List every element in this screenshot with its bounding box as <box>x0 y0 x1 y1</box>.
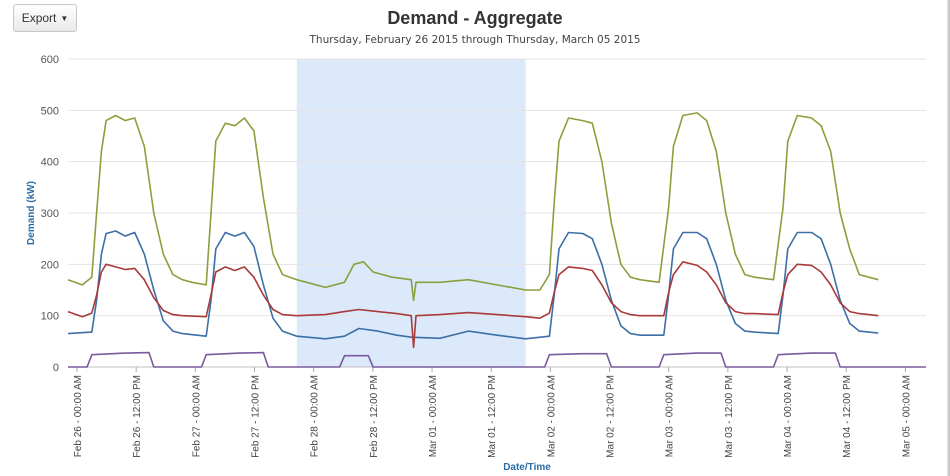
y-axis-label: Demand (kW) <box>26 181 37 245</box>
series-line-2 <box>67 230 879 340</box>
x-tick-label: Feb 27 - 12:00 PM <box>251 375 262 458</box>
series-layer <box>67 112 926 368</box>
caret-down-icon: ▼ <box>60 13 69 23</box>
x-axis: Feb 26 - 00:00 AM Feb 26 - 12:00 PM Feb 27… <box>73 367 912 458</box>
x-tick-label: Mar 01 - 12:00 PM <box>487 375 498 458</box>
y-tick-label: 0 <box>53 362 59 374</box>
x-tick-label: Feb 28 - 00:00 AM <box>310 375 321 457</box>
window-edge <box>947 0 950 476</box>
x-tick-label: Feb 26 - 00:00 AM <box>73 375 84 457</box>
chart-subtitle: Thursday, February 26 2015 through Thurs… <box>309 34 641 46</box>
export-button[interactable]: Export ▼ <box>13 4 77 32</box>
x-tick-label: Feb 26 - 12:00 PM <box>132 375 143 458</box>
x-tick-label: Mar 04 - 12:00 PM <box>842 375 853 458</box>
y-tick-label: 500 <box>41 105 59 117</box>
y-tick-label: 400 <box>41 157 59 169</box>
series-line-4 <box>68 351 926 368</box>
y-tick-label: 200 <box>41 259 59 271</box>
x-tick-label: Mar 03 - 00:00 AM <box>665 375 676 457</box>
y-tick-label: 100 <box>41 311 59 323</box>
x-tick-label: Mar 02 - 00:00 AM <box>546 375 557 457</box>
x-tick-label: Mar 03 - 12:00 PM <box>724 375 735 458</box>
x-tick-label: Feb 27 - 00:00 AM <box>191 375 202 457</box>
chart-title: Demand - Aggregate <box>387 8 563 28</box>
x-tick-label: Mar 04 - 00:00 AM <box>783 375 794 457</box>
y-axis: 0 100 200 300 400 500 600 <box>41 54 59 374</box>
y-tick-label: 600 <box>41 54 59 66</box>
x-tick-label: Mar 05 - 00:00 AM <box>901 375 912 457</box>
x-tick-label: Mar 02 - 12:00 PM <box>606 375 617 458</box>
x-tick-label: Mar 01 - 00:00 AM <box>428 375 439 457</box>
series-line-3 <box>67 261 879 349</box>
series-line-1 <box>67 112 879 302</box>
x-tick-label: Feb 28 - 12:00 PM <box>369 375 380 458</box>
y-tick-label: 300 <box>41 208 59 220</box>
x-axis-label: Date/Time <box>503 462 551 473</box>
export-label: Export <box>21 11 57 25</box>
